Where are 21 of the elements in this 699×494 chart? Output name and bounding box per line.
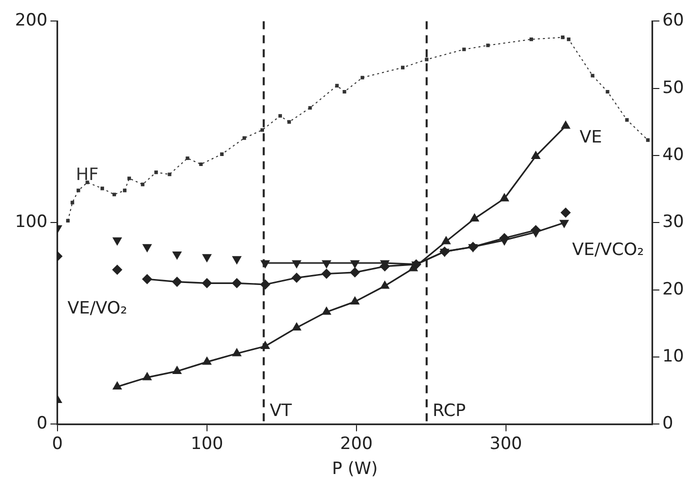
- x-tick-label: 100: [190, 434, 224, 454]
- y-tick-label: 100: [14, 212, 48, 232]
- x-axis-title: P (W): [332, 459, 378, 480]
- x-tick-label: 0: [52, 434, 63, 454]
- y2-tick-label: 10: [662, 346, 684, 366]
- y2-tick-label: 40: [662, 144, 684, 165]
- y2-tick-label: 50: [662, 78, 684, 98]
- x-tick-label: 200: [340, 434, 373, 454]
- y2-tick-label: 20: [662, 279, 684, 300]
- y2-tick-label: 0: [662, 414, 674, 434]
- series-label: HF: [76, 165, 98, 186]
- y-tick-label: 200: [14, 10, 48, 31]
- ref-line-label: VT: [270, 401, 292, 422]
- series-label: VE: [580, 127, 602, 148]
- series-label: VE/VO₂: [68, 298, 128, 319]
- y-tick-label: 0: [36, 414, 48, 434]
- series-label: VE/VCO₂: [572, 240, 644, 260]
- ref-line-label: RCP: [432, 401, 466, 422]
- x-tick-label: 300: [490, 434, 522, 454]
- y2-tick-label: 60: [662, 10, 684, 31]
- y2-tick-label: 30: [662, 212, 684, 232]
